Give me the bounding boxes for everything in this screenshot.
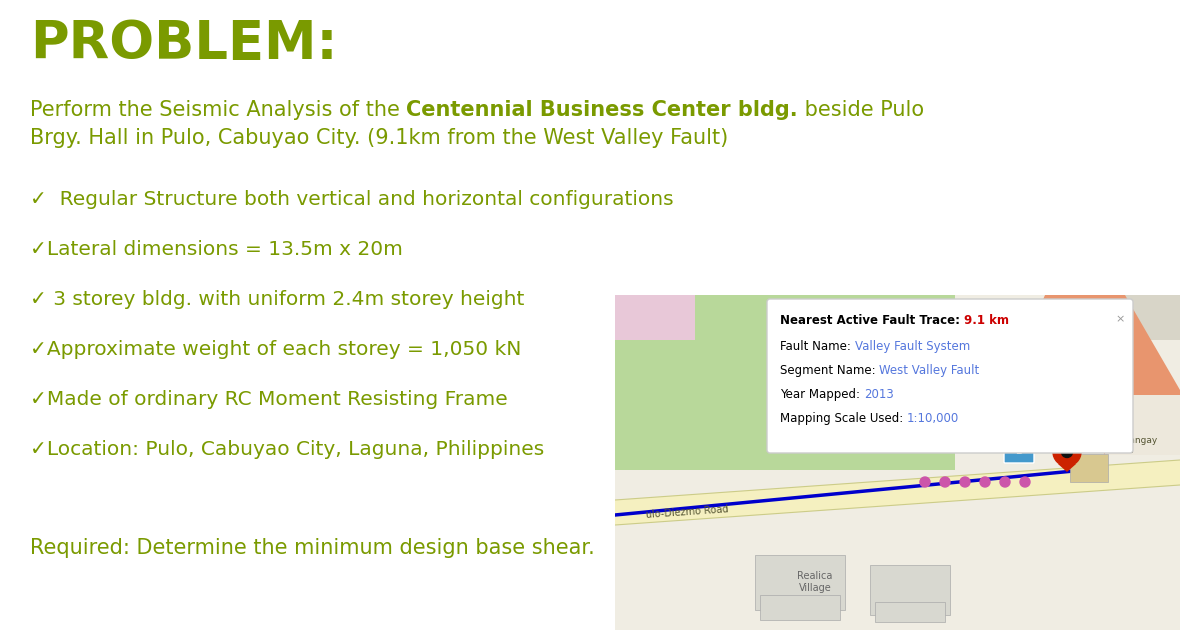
FancyBboxPatch shape xyxy=(767,299,1133,453)
Text: Valley Fault System: Valley Fault System xyxy=(854,340,970,353)
Text: 1:10,000: 1:10,000 xyxy=(907,412,959,425)
Text: ✓ 3 storey bldg. with uniform 2.4m storey height: ✓ 3 storey bldg. with uniform 2.4m store… xyxy=(30,290,524,309)
Text: 2013: 2013 xyxy=(864,388,894,401)
Text: B: B xyxy=(1015,446,1022,456)
Bar xyxy=(760,595,840,620)
Text: 9.1 km: 9.1 km xyxy=(964,314,1009,327)
Circle shape xyxy=(1062,446,1073,458)
Text: Required: Determine the minimum design base shear.: Required: Determine the minimum design b… xyxy=(30,538,595,558)
Text: West Valley Fault: West Valley Fault xyxy=(880,364,979,377)
Circle shape xyxy=(980,477,990,487)
Circle shape xyxy=(1000,477,1010,487)
Polygon shape xyxy=(1030,295,1180,455)
Text: ulo-Diezmo Road: ulo-Diezmo Road xyxy=(646,504,728,520)
Polygon shape xyxy=(1058,464,1076,472)
Bar xyxy=(1105,395,1180,455)
Circle shape xyxy=(1054,438,1081,466)
Text: Realica
Village: Realica Village xyxy=(797,571,833,593)
Text: Perform the Seismic Analysis of the: Perform the Seismic Analysis of the xyxy=(30,100,407,120)
Text: Fault Name:: Fault Name: xyxy=(780,340,854,353)
Text: ✓  Regular Structure both vertical and horizontal configurations: ✓ Regular Structure both vertical and ho… xyxy=(30,190,673,209)
Bar xyxy=(870,565,950,615)
Circle shape xyxy=(940,477,950,487)
Text: Nearest Active Fault Trace:: Nearest Active Fault Trace: xyxy=(780,314,964,327)
Text: ×: × xyxy=(1115,314,1124,324)
Text: ✓Made of ordinary RC Moment Resisting Frame: ✓Made of ordinary RC Moment Resisting Fr… xyxy=(30,390,508,409)
Text: beside Pulo: beside Pulo xyxy=(798,100,924,120)
Text: Segment Name:: Segment Name: xyxy=(780,364,880,377)
Text: Mapping Scale Used:: Mapping Scale Used: xyxy=(780,412,907,425)
Text: ✓Approximate weight of each storey = 1,050 kN: ✓Approximate weight of each storey = 1,0… xyxy=(30,340,521,359)
Bar xyxy=(616,295,695,340)
Text: ✓Lateral dimensions = 13.5m x 20m: ✓Lateral dimensions = 13.5m x 20m xyxy=(30,240,403,259)
Text: Year Mapped:: Year Mapped: xyxy=(780,388,864,401)
Bar xyxy=(1070,454,1108,482)
FancyBboxPatch shape xyxy=(1004,439,1034,463)
Bar xyxy=(875,602,946,622)
Circle shape xyxy=(1020,477,1030,487)
Bar xyxy=(1096,295,1180,340)
Text: Pulo Barangay
Hall: Pulo Barangay Hall xyxy=(1092,436,1158,455)
Text: Centennial Business Center bldg.: Centennial Business Center bldg. xyxy=(407,100,798,120)
Circle shape xyxy=(960,477,970,487)
Text: ✓Location: Pulo, Cabuyao City, Laguna, Philippines: ✓Location: Pulo, Cabuyao City, Laguna, P… xyxy=(30,440,545,459)
Bar xyxy=(616,295,955,470)
Polygon shape xyxy=(616,460,1180,525)
Bar xyxy=(755,555,845,610)
Circle shape xyxy=(920,477,930,487)
Text: Brgy. Hall in Pulo, Cabuyao City. (9.1km from the West Valley Fault): Brgy. Hall in Pulo, Cabuyao City. (9.1km… xyxy=(30,128,728,148)
Text: PROBLEM:: PROBLEM: xyxy=(30,18,337,70)
